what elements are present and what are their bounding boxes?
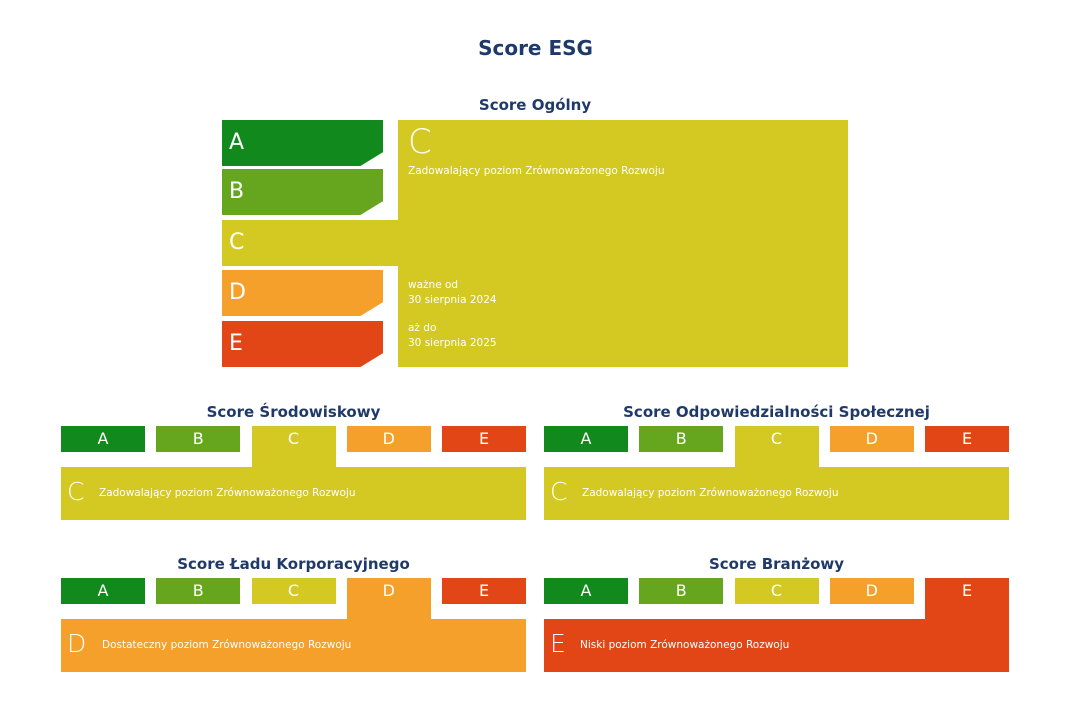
environmental-grade-e: E xyxy=(442,426,526,452)
overall-grade-bar-d: D xyxy=(222,270,383,316)
industry-grade-a: A xyxy=(544,578,628,604)
industry-grade-e: E xyxy=(925,578,1009,620)
social-score-panel: C Zadowalający poziom Zrównoważonego Rozw… xyxy=(544,467,1009,520)
overall-grade-bar-b: B xyxy=(222,169,383,215)
industry-grade-c: C xyxy=(734,578,819,604)
social-grade-letter: C xyxy=(550,477,568,506)
environmental-grade-letter: C xyxy=(67,477,85,506)
valid-to-label: aż do xyxy=(408,322,437,334)
governance-grade-d: D xyxy=(346,578,431,620)
industry-score-title: Score Branżowy xyxy=(708,555,845,573)
social-grade-a: A xyxy=(544,426,628,452)
governance-grade-e: E xyxy=(442,578,526,604)
social-score-title: Score Odpowiedzialności Społecznej xyxy=(623,403,930,421)
industry-grade-description: Niski poziom Zrównoważonego Rozwoju xyxy=(580,639,790,651)
social-grade-description: Zadowalający poziom Zrównoważonego Rozwo… xyxy=(582,487,839,499)
valid-to-date: 30 sierpnia 2025 xyxy=(408,337,497,349)
governance-score-panel: D Dostateczny poziom Zrównoważonego Rozwo… xyxy=(61,619,526,672)
valid-from-label: ważne od xyxy=(408,279,459,291)
governance-grade-letter: D xyxy=(67,629,87,658)
industry-grade-d: D xyxy=(829,578,914,604)
governance-score-title: Score Ładu Korporacyjnego xyxy=(177,555,410,573)
governance-grade-b: B xyxy=(156,578,241,604)
environmental-grade-description: Zadowalający poziom Zrównoważonego Rozwo… xyxy=(99,487,356,499)
overall-score-panel: C Zadowalający poziom Zrównoważonego Roz… xyxy=(398,120,848,367)
overall-grade-bar-e: E xyxy=(222,321,383,367)
industry-score-panel: E Niski poziom Zrównoważonego Rozwoju xyxy=(544,619,1009,672)
social-grade-e: E xyxy=(925,426,1009,452)
page-title: Score ESG xyxy=(478,36,593,60)
environmental-score-title: Score Środowiskowy xyxy=(206,403,381,421)
environmental-grade-a: A xyxy=(61,426,145,452)
industry-grade-letter: E xyxy=(550,629,566,658)
social-grade-d: D xyxy=(829,426,914,452)
governance-grade-description: Dostateczny poziom Zrównoważonego Rozwoj… xyxy=(102,639,352,651)
governance-grade-c: C xyxy=(251,578,336,604)
overall-grade-bar-c: C xyxy=(222,220,402,266)
environmental-grade-c: C xyxy=(251,426,336,468)
overall-grade-letter: C xyxy=(408,122,432,162)
overall-grade-description: Zadowalający poziom Zrównoważonego Rozwo… xyxy=(408,165,665,177)
overall-grade-bar-a: A xyxy=(222,120,383,166)
social-grade-c: C xyxy=(734,426,819,468)
valid-from-date: 30 sierpnia 2024 xyxy=(408,294,497,306)
social-grade-b: B xyxy=(639,426,724,452)
environmental-grade-d: D xyxy=(346,426,431,452)
overall-score-title: Score Ogólny xyxy=(478,96,592,114)
environmental-score-panel: C Zadowalający poziom Zrównoważonego Rozw… xyxy=(61,467,526,520)
industry-grade-b: B xyxy=(639,578,724,604)
environmental-grade-b: B xyxy=(156,426,241,452)
governance-grade-a: A xyxy=(61,578,145,604)
